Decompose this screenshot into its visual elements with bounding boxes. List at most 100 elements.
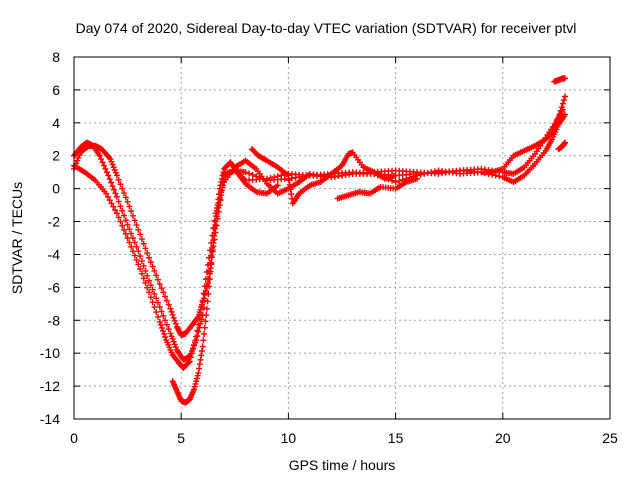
data-point: [200, 337, 207, 344]
data-point: [287, 186, 294, 193]
data-point: [431, 168, 438, 175]
data-point: [162, 317, 169, 324]
data-point: [103, 169, 110, 176]
data-point: [131, 217, 138, 224]
data-point: [131, 239, 138, 246]
data-point: [129, 212, 136, 219]
data-point: [481, 170, 488, 177]
data-point: [115, 198, 122, 205]
data-point: [102, 165, 109, 172]
data-point: [242, 169, 249, 176]
x-tick-label: 15: [388, 430, 404, 446]
series-track-c: [71, 111, 568, 371]
data-point: [121, 226, 128, 233]
data-point: [161, 330, 168, 337]
data-point: [205, 290, 212, 297]
data-point: [153, 309, 160, 316]
data-point: [199, 297, 206, 304]
data-point: [168, 333, 175, 340]
data-point: [138, 236, 145, 243]
data-point: [193, 378, 200, 385]
y-tick-label: 0: [52, 181, 60, 197]
data-point: [424, 170, 431, 177]
data-point: [146, 277, 153, 284]
series-track-f: [334, 175, 421, 202]
data-point: [115, 176, 122, 183]
data-point: [489, 171, 496, 178]
data-point: [194, 332, 201, 339]
data-point: [559, 106, 566, 113]
data-point: [206, 276, 213, 283]
data-point: [105, 172, 112, 179]
data-point: [172, 344, 179, 351]
data-point: [428, 169, 435, 176]
data-point: [198, 352, 205, 359]
axis-ticks: 0 5 10 15 20 25 -14 -12 -10 -8 -6 -4 -2 0 2 4 6 8: [40, 49, 618, 446]
data-point: [196, 324, 203, 331]
series-track-e: [248, 146, 399, 207]
data-point: [286, 181, 293, 188]
data-point: [146, 254, 153, 261]
series-track-d: [169, 159, 281, 406]
data-point: [151, 267, 158, 274]
y-tick-label: -10: [40, 345, 60, 361]
data-point: [485, 170, 492, 177]
data-point: [198, 347, 205, 354]
data-point: [192, 337, 199, 344]
data-point: [128, 243, 135, 250]
data-point: [160, 312, 167, 319]
data-point: [212, 218, 219, 225]
data-point: [103, 190, 110, 197]
data-point: [133, 256, 140, 263]
data-point: [117, 203, 124, 210]
data-point: [117, 218, 124, 225]
data-point: [110, 203, 117, 210]
data-point: [496, 173, 503, 180]
data-point: [112, 169, 119, 176]
data-point: [106, 197, 113, 204]
data-point: [147, 294, 154, 301]
data-point: [119, 185, 126, 192]
data-point: [204, 298, 211, 305]
data-point: [213, 222, 220, 229]
data-point: [124, 235, 131, 241]
x-tick-label: 5: [177, 430, 185, 446]
data-point: [414, 175, 421, 182]
data-point: [560, 97, 567, 104]
data-point: [168, 308, 175, 315]
data-point: [206, 283, 213, 290]
data-point: [119, 207, 126, 214]
data-point: [169, 311, 176, 318]
data-point: [285, 172, 292, 179]
data-point: [135, 226, 142, 233]
y-tick-label: -6: [48, 279, 61, 295]
data-point: [194, 372, 201, 379]
data-point: [109, 183, 116, 190]
x-tick-label: 20: [495, 430, 511, 446]
data-point: [208, 254, 215, 261]
data-point: [211, 217, 218, 224]
data-point: [201, 330, 208, 337]
data-point: [392, 172, 399, 179]
data-point: [126, 203, 133, 210]
y-tick-label: -4: [48, 246, 61, 262]
data-point: [138, 258, 145, 265]
data-point: [101, 162, 108, 169]
data-point: [99, 159, 106, 166]
data-point: [191, 341, 198, 348]
data-point: [124, 221, 131, 228]
data-point: [108, 179, 115, 186]
data-point: [126, 226, 133, 233]
data-point: [165, 326, 172, 333]
data-point: [165, 301, 172, 308]
data-point: [171, 341, 178, 348]
data-point: [111, 166, 118, 173]
data-point: [128, 230, 135, 237]
data-point: [122, 230, 129, 237]
y-axis-label: SDTVAR / TECUs: [9, 182, 25, 294]
data-point: [202, 318, 209, 325]
data-point: [392, 179, 399, 186]
data-point: [129, 248, 136, 255]
data-point: [417, 171, 424, 178]
data-point: [199, 343, 206, 350]
